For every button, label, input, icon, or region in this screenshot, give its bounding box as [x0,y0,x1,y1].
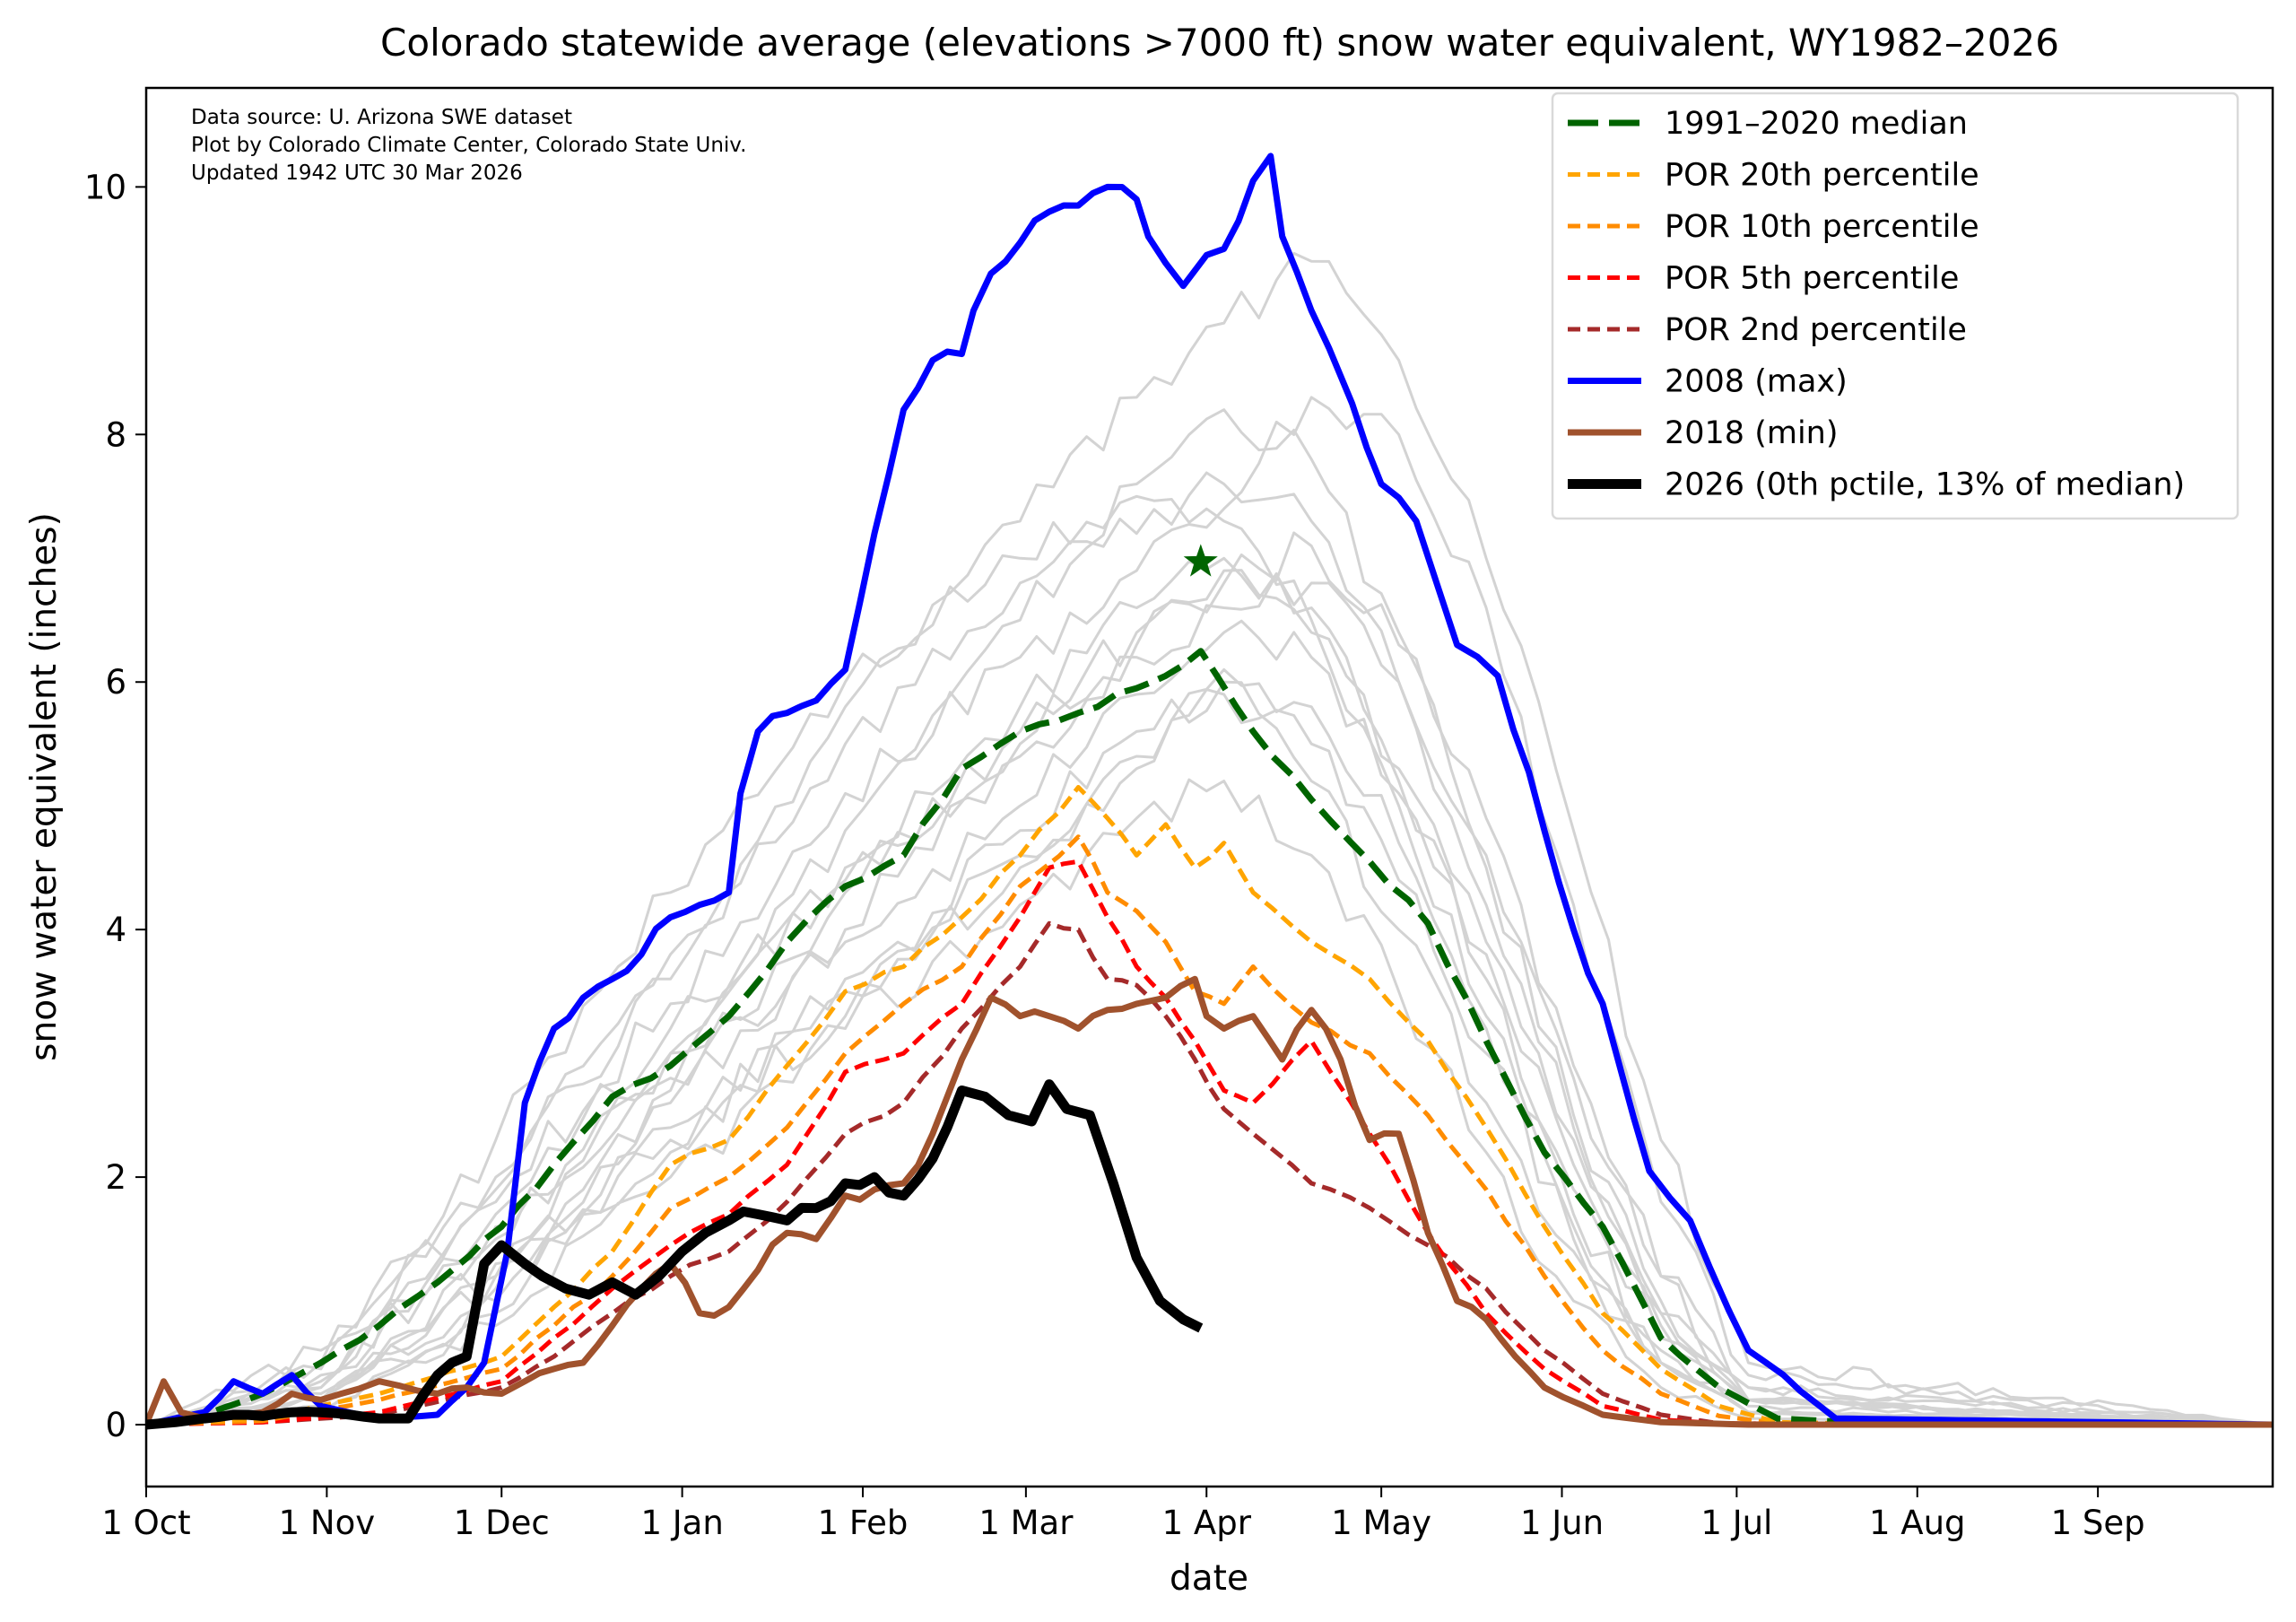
legend-label: 1991–2020 median [1665,106,1968,142]
legend-label: POR 10th percentile [1665,209,1979,245]
marker-layer [1183,544,1218,577]
legend: 1991–2020 median POR 20th percentile POR 1… [1551,92,2239,520]
x-axis-label: date [1170,1558,1248,1599]
background-year-line [146,531,2273,1426]
legend-label: 2026 (0th pctile, 13% of median) [1665,467,2185,503]
y-tick-label: 2 [105,1158,126,1197]
background-year-line [146,251,2273,1426]
x-tick-label: 1 Mar [978,1504,1074,1542]
median-peak-star-icon [1183,544,1218,577]
x-tick-label: 1 Sep [2051,1504,2145,1542]
x-axis: 1 Oct 1 Nov 1 Dec 1 Jan 1 Feb 1 Mar 1 Apr 1 May… [101,1487,2145,1542]
y-axis: 0 2 4 6 8 10 [84,168,146,1444]
x-tick-label: 1 Nov [279,1504,376,1542]
annotation-line: Data source: U. Arizona SWE dataset [191,106,572,129]
series-line-5 [146,153,2273,1428]
legend-box [1551,92,2239,520]
y-tick-label: 8 [105,415,126,454]
x-tick-label: 1 Oct [101,1504,190,1542]
x-tick-label: 1 Apr [1162,1504,1252,1542]
annotation-line: Updated 1942 UTC 30 Mar 2026 [191,161,523,185]
x-tick-label: 1 Dec [454,1504,550,1542]
x-tick-label: 1 May [1331,1504,1431,1542]
legend-label: POR 20th percentile [1665,158,1979,194]
x-tick-label: 1 Jun [1520,1504,1604,1542]
highlighted-series-lines [146,153,2273,1430]
x-tick-label: 1 Jul [1700,1504,1772,1542]
series-line-4 [146,920,2273,1427]
series-line-6 [146,975,2273,1428]
legend-label: POR 5th percentile [1665,261,1959,297]
series-line-7 [146,1079,1204,1430]
x-tick-label: 1 Aug [1869,1504,1966,1542]
plot-frame [144,86,2274,1488]
series-line-1 [146,785,2273,1427]
legend-label: 2018 (min) [1665,415,1839,451]
legend-label: POR 2nd percentile [1665,312,1967,348]
y-tick-label: 6 [105,663,126,702]
y-tick-label: 0 [105,1406,126,1444]
source-annotation: Data source: U. Arizona SWE dataset Plot… [191,106,746,185]
y-axis-label: snow water equivalent (inches) [24,512,65,1061]
background-year-line [146,396,2273,1426]
x-tick-label: 1 Feb [818,1504,909,1542]
chart-title: Colorado statewide average (elevations >… [380,21,2059,65]
x-tick-label: 1 Jan [640,1504,723,1542]
y-tick-label: 4 [105,911,126,949]
legend-label: 2008 (max) [1665,364,1848,400]
y-tick-label: 10 [84,168,126,206]
annotation-line: Plot by Colorado Climate Center, Colorad… [191,134,746,157]
